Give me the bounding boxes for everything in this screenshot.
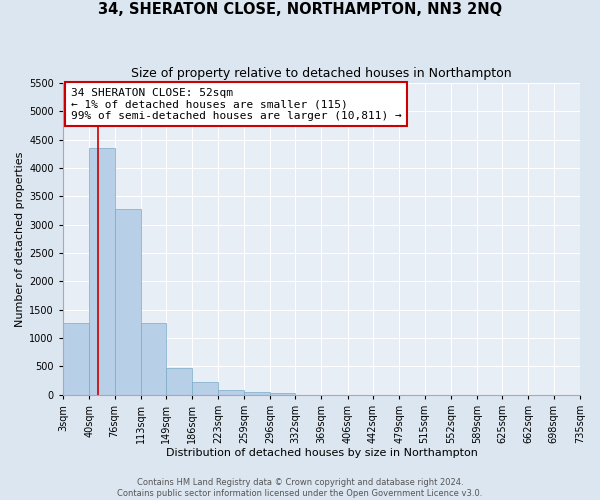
Bar [115, 209, 140, 395]
Bar [244, 392, 270, 395]
X-axis label: Distribution of detached houses by size in Northampton: Distribution of detached houses by size … [166, 448, 478, 458]
Bar [270, 393, 295, 395]
Y-axis label: Number of detached properties: Number of detached properties [15, 151, 25, 326]
Bar [63, 323, 89, 395]
Text: Contains HM Land Registry data © Crown copyright and database right 2024.
Contai: Contains HM Land Registry data © Crown c… [118, 478, 482, 498]
Text: 34 SHERATON CLOSE: 52sqm
← 1% of detached houses are smaller (115)
99% of semi-d: 34 SHERATON CLOSE: 52sqm ← 1% of detache… [71, 88, 401, 121]
Bar [166, 368, 192, 395]
Bar [140, 323, 166, 395]
Bar [192, 382, 218, 395]
Text: 34, SHERATON CLOSE, NORTHAMPTON, NN3 2NQ: 34, SHERATON CLOSE, NORTHAMPTON, NN3 2NQ [98, 2, 502, 18]
Bar [218, 390, 244, 395]
Bar [89, 148, 115, 395]
Title: Size of property relative to detached houses in Northampton: Size of property relative to detached ho… [131, 68, 512, 80]
